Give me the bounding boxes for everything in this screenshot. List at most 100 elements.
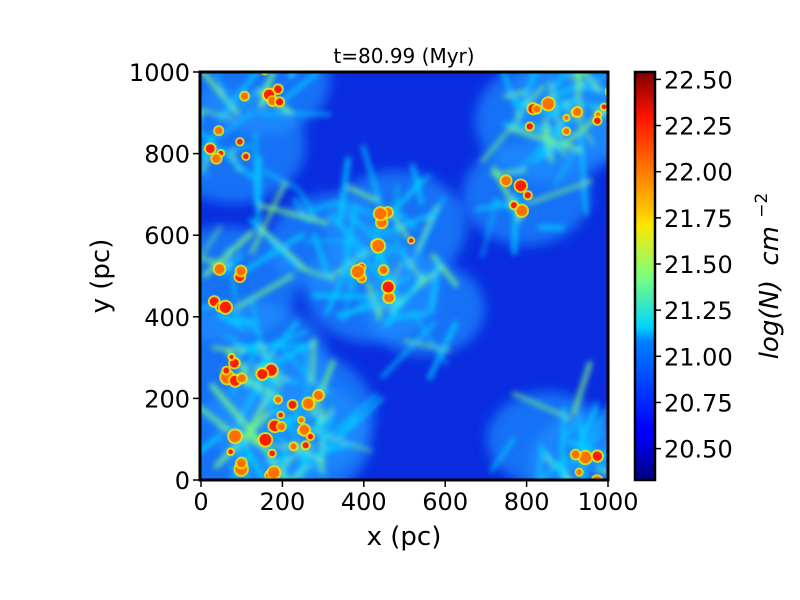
core — [307, 433, 314, 440]
filament — [584, 405, 608, 448]
colorbar-label-main: log(N) — [755, 280, 785, 359]
filament — [538, 116, 571, 157]
colorbar-tick-label: 22.00 — [664, 159, 733, 187]
heatmap-area — [201, 40, 614, 498]
heatmap-structures — [201, 40, 614, 498]
filament — [310, 359, 336, 416]
filament — [201, 406, 231, 432]
filament — [289, 465, 310, 480]
filament — [550, 72, 569, 92]
filament — [340, 274, 411, 321]
filament — [528, 179, 593, 205]
filament — [257, 112, 332, 116]
filament — [577, 72, 585, 89]
filament — [605, 108, 608, 115]
filament — [259, 226, 309, 273]
y-axis: 0 200 400 600 800 1000 — [129, 59, 199, 495]
filament — [290, 72, 294, 75]
filament — [201, 72, 240, 115]
core — [214, 264, 225, 274]
filament — [322, 412, 335, 441]
filament — [240, 40, 309, 61]
filament — [250, 181, 287, 255]
core — [229, 354, 234, 360]
core — [219, 301, 232, 313]
filament — [408, 258, 424, 282]
filament — [201, 225, 222, 260]
y-tick-label: 1000 — [129, 59, 190, 87]
filament — [347, 185, 378, 203]
filament — [214, 72, 230, 107]
core — [384, 292, 394, 303]
core — [409, 238, 414, 243]
core — [241, 92, 249, 100]
colorbar-tick-label: 21.25 — [664, 297, 733, 325]
core — [573, 107, 582, 116]
core — [594, 117, 601, 124]
filament — [387, 311, 430, 321]
filament — [209, 485, 231, 498]
core — [237, 139, 243, 145]
filament — [481, 197, 499, 258]
filament — [226, 247, 237, 300]
core — [274, 396, 282, 403]
filament — [561, 72, 608, 94]
x-tick-label: 600 — [422, 488, 468, 516]
core — [352, 265, 364, 278]
filament — [537, 224, 565, 231]
y-tick-label: 800 — [144, 141, 190, 169]
filament — [201, 147, 209, 178]
filament — [509, 126, 583, 153]
x-tick-label: 0 — [193, 488, 208, 516]
filament — [517, 72, 537, 119]
filament — [383, 272, 427, 328]
filament — [503, 90, 527, 99]
x-tick-label: 1000 — [577, 488, 638, 516]
filament — [234, 273, 294, 310]
core — [524, 192, 531, 199]
colorbar-tick-label: 20.50 — [664, 436, 733, 464]
core — [237, 458, 246, 468]
core — [228, 449, 233, 455]
core — [601, 104, 607, 110]
core — [237, 374, 246, 383]
core — [302, 442, 309, 449]
x-tick-label: 200 — [259, 488, 305, 516]
filament — [551, 99, 608, 109]
colorbar-tick-label: 21.50 — [664, 251, 733, 279]
filament — [304, 239, 359, 243]
core — [515, 180, 527, 192]
plot-frame — [198, 70, 610, 482]
y-tick-label: 0 — [175, 467, 190, 495]
filament — [501, 72, 519, 109]
filament — [593, 109, 608, 115]
core — [533, 105, 541, 113]
filament — [564, 101, 595, 145]
colorbar-tick-label: 21.75 — [664, 205, 733, 233]
core — [269, 450, 275, 457]
chart-title: t=80.99 (Myr) — [333, 44, 474, 68]
filament — [559, 406, 567, 480]
filament-layer — [201, 40, 608, 498]
filament — [305, 417, 330, 435]
core — [275, 98, 284, 106]
filament — [475, 199, 530, 212]
core — [516, 205, 528, 217]
core — [215, 127, 223, 135]
colorbar-tick-label: 22.50 — [664, 66, 733, 94]
core — [542, 98, 554, 110]
filament — [547, 95, 577, 120]
y-tick-label: 400 — [144, 304, 190, 332]
core — [205, 144, 215, 154]
colorbar-ticks: 20.50 20.75 21.00 21.25 21.50 21.75 22.00 22.25… — [655, 66, 733, 464]
filament — [607, 117, 608, 128]
core — [510, 202, 518, 209]
filament — [343, 237, 355, 292]
y-tick-label: 200 — [144, 385, 190, 413]
core — [609, 115, 614, 120]
core-layer — [203, 72, 614, 480]
filament — [554, 147, 578, 187]
filament — [337, 156, 351, 222]
core — [290, 443, 297, 450]
filament — [202, 230, 255, 278]
